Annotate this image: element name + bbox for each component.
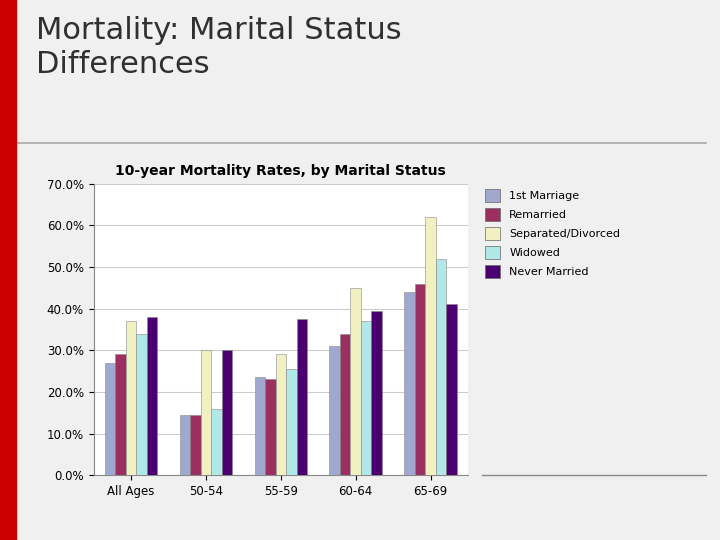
Bar [330, 346, 340, 475]
Bar [222, 350, 232, 475]
Bar [255, 377, 265, 475]
Bar [276, 354, 286, 475]
Bar [147, 317, 157, 475]
Bar [115, 354, 126, 475]
Bar [405, 292, 415, 475]
Bar [265, 380, 276, 475]
Text: Mortality: Marital Status
Differences: Mortality: Marital Status Differences [36, 16, 402, 79]
Bar [340, 334, 351, 475]
Bar [286, 369, 297, 475]
Bar [126, 321, 136, 475]
Title: 10-year Mortality Rates, by Marital Status: 10-year Mortality Rates, by Marital Stat… [115, 164, 446, 178]
Bar [105, 363, 115, 475]
Bar [351, 288, 361, 475]
Bar [190, 415, 201, 475]
Bar [361, 321, 372, 475]
Bar [415, 284, 426, 475]
Bar [201, 350, 211, 475]
Bar [136, 334, 147, 475]
Bar [436, 259, 446, 475]
Legend: 1st Marriage, Remarried, Separated/Divorced, Widowed, Never Married: 1st Marriage, Remarried, Separated/Divor… [485, 189, 620, 278]
Bar [297, 319, 307, 475]
Bar [446, 305, 456, 475]
Bar [426, 217, 436, 475]
Bar [180, 415, 190, 475]
Bar [211, 409, 222, 475]
Bar [372, 310, 382, 475]
